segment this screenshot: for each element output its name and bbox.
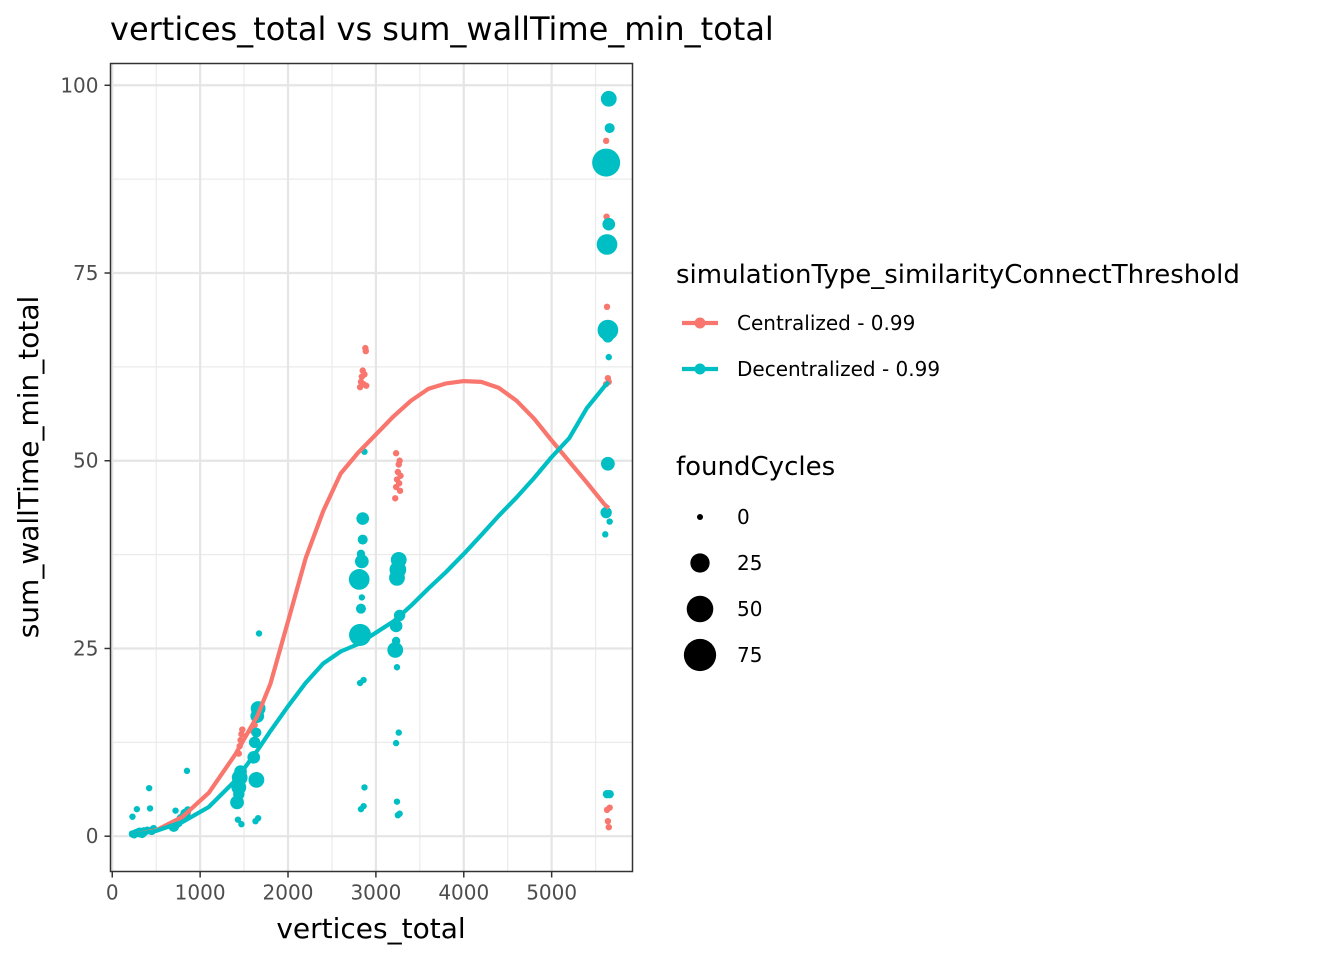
size-legend-keys: 0 25 50 75 bbox=[683, 505, 762, 672]
data-point bbox=[238, 820, 245, 828]
data-point bbox=[395, 480, 403, 487]
data-point bbox=[605, 789, 614, 799]
legend-label: Centralized - 0.99 bbox=[737, 311, 915, 335]
data-point bbox=[390, 551, 407, 568]
data-point bbox=[234, 816, 242, 823]
data-point bbox=[355, 603, 366, 614]
data-point bbox=[603, 303, 611, 311]
smooth-line bbox=[132, 380, 611, 837]
data-point bbox=[602, 531, 609, 538]
legend-label: Decentralized - 0.99 bbox=[737, 357, 940, 381]
plot-border bbox=[109, 62, 634, 873]
data-point bbox=[604, 817, 612, 825]
data-point bbox=[395, 729, 402, 736]
smooth-line bbox=[132, 379, 611, 837]
plot-panel bbox=[110, 63, 633, 872]
size-legend-point bbox=[686, 595, 714, 623]
data-point bbox=[604, 123, 615, 134]
data-point bbox=[600, 90, 617, 107]
data-point bbox=[363, 382, 370, 389]
data-point bbox=[172, 807, 179, 814]
data-point bbox=[596, 234, 618, 255]
size-legend-point bbox=[683, 638, 717, 672]
x-tick-label: 3000 bbox=[350, 881, 401, 905]
y-tick-label: 0 bbox=[86, 824, 99, 848]
size-legend-label: 0 bbox=[737, 505, 750, 529]
data-point bbox=[354, 554, 369, 569]
legend-key-point bbox=[694, 363, 706, 375]
data-point bbox=[146, 805, 154, 812]
data-point bbox=[601, 456, 615, 471]
y-axis-title: sum_wallTime_min_total bbox=[12, 296, 45, 639]
data-point bbox=[145, 784, 153, 792]
y-tick-label: 25 bbox=[73, 636, 98, 660]
data-point bbox=[358, 594, 366, 601]
data-point bbox=[605, 823, 612, 831]
size-legend-label: 75 bbox=[737, 643, 762, 667]
y-tick-label: 50 bbox=[73, 449, 98, 473]
x-tick-label: 2000 bbox=[263, 881, 314, 905]
data-point bbox=[606, 804, 613, 811]
data-point bbox=[239, 726, 246, 733]
y-tick-label: 75 bbox=[73, 261, 98, 285]
data-point bbox=[248, 736, 261, 749]
size-legend-title: foundCycles bbox=[676, 452, 835, 482]
data-point bbox=[600, 506, 612, 519]
data-point bbox=[348, 569, 370, 590]
data-point bbox=[592, 148, 621, 177]
data-point bbox=[392, 450, 400, 457]
data-point bbox=[397, 472, 404, 479]
data-point bbox=[129, 813, 136, 820]
data-point bbox=[393, 664, 401, 671]
data-point bbox=[391, 636, 401, 646]
data-point bbox=[361, 371, 368, 378]
data-point bbox=[602, 137, 610, 145]
data-point bbox=[387, 642, 404, 658]
data-point bbox=[396, 810, 403, 817]
x-tick-label: 5000 bbox=[526, 881, 577, 905]
data-point bbox=[356, 512, 370, 525]
data-point bbox=[396, 457, 403, 464]
data-point bbox=[356, 549, 366, 559]
grid-layer bbox=[110, 63, 633, 872]
color-legend-keys: Centralized - 0.99 Decentralized - 0.99 bbox=[682, 311, 940, 381]
color-legend-title: simulationType_similarityConnectThreshol… bbox=[676, 260, 1240, 290]
data-point bbox=[357, 534, 368, 545]
size-legend-point bbox=[690, 553, 710, 573]
data-point bbox=[251, 727, 262, 738]
axes-layer: 0 1000 2000 3000 4000 5000 0 25 50 75 100 bbox=[60, 73, 577, 904]
data-point bbox=[606, 518, 613, 525]
x-axis-title: vertices_total bbox=[276, 912, 465, 945]
data-point bbox=[605, 353, 612, 361]
size-legend-label: 50 bbox=[737, 597, 762, 621]
data-point bbox=[133, 805, 141, 813]
data-point bbox=[602, 331, 614, 343]
data-point bbox=[254, 814, 262, 822]
y-tick-label: 100 bbox=[60, 73, 98, 97]
data-point bbox=[361, 784, 368, 791]
legend: simulationType_similarityConnectThreshol… bbox=[676, 260, 1240, 672]
data-point bbox=[183, 767, 191, 775]
x-tick-label: 4000 bbox=[438, 881, 489, 905]
smooth-lines bbox=[132, 379, 611, 837]
x-tick-label: 1000 bbox=[175, 881, 226, 905]
legend-key-point bbox=[694, 317, 706, 329]
data-point bbox=[357, 805, 365, 813]
data-point bbox=[392, 739, 400, 747]
size-legend-label: 25 bbox=[737, 551, 762, 575]
x-tick-label: 0 bbox=[106, 881, 119, 905]
data-point bbox=[393, 798, 401, 805]
data-point bbox=[248, 771, 265, 788]
data-point bbox=[602, 217, 616, 231]
size-legend-point bbox=[696, 513, 704, 521]
data-point bbox=[362, 347, 369, 355]
data-point bbox=[233, 788, 245, 800]
data-point bbox=[356, 679, 364, 687]
data-point bbox=[396, 487, 404, 494]
data-point bbox=[255, 630, 263, 637]
data-point bbox=[392, 495, 399, 502]
chart-title: vertices_total vs sum_wallTime_min_total bbox=[110, 10, 774, 48]
